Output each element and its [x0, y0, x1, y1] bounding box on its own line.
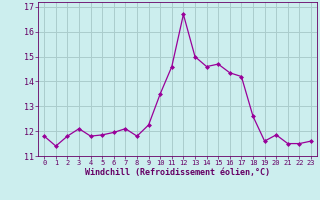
X-axis label: Windchill (Refroidissement éolien,°C): Windchill (Refroidissement éolien,°C): [85, 168, 270, 177]
